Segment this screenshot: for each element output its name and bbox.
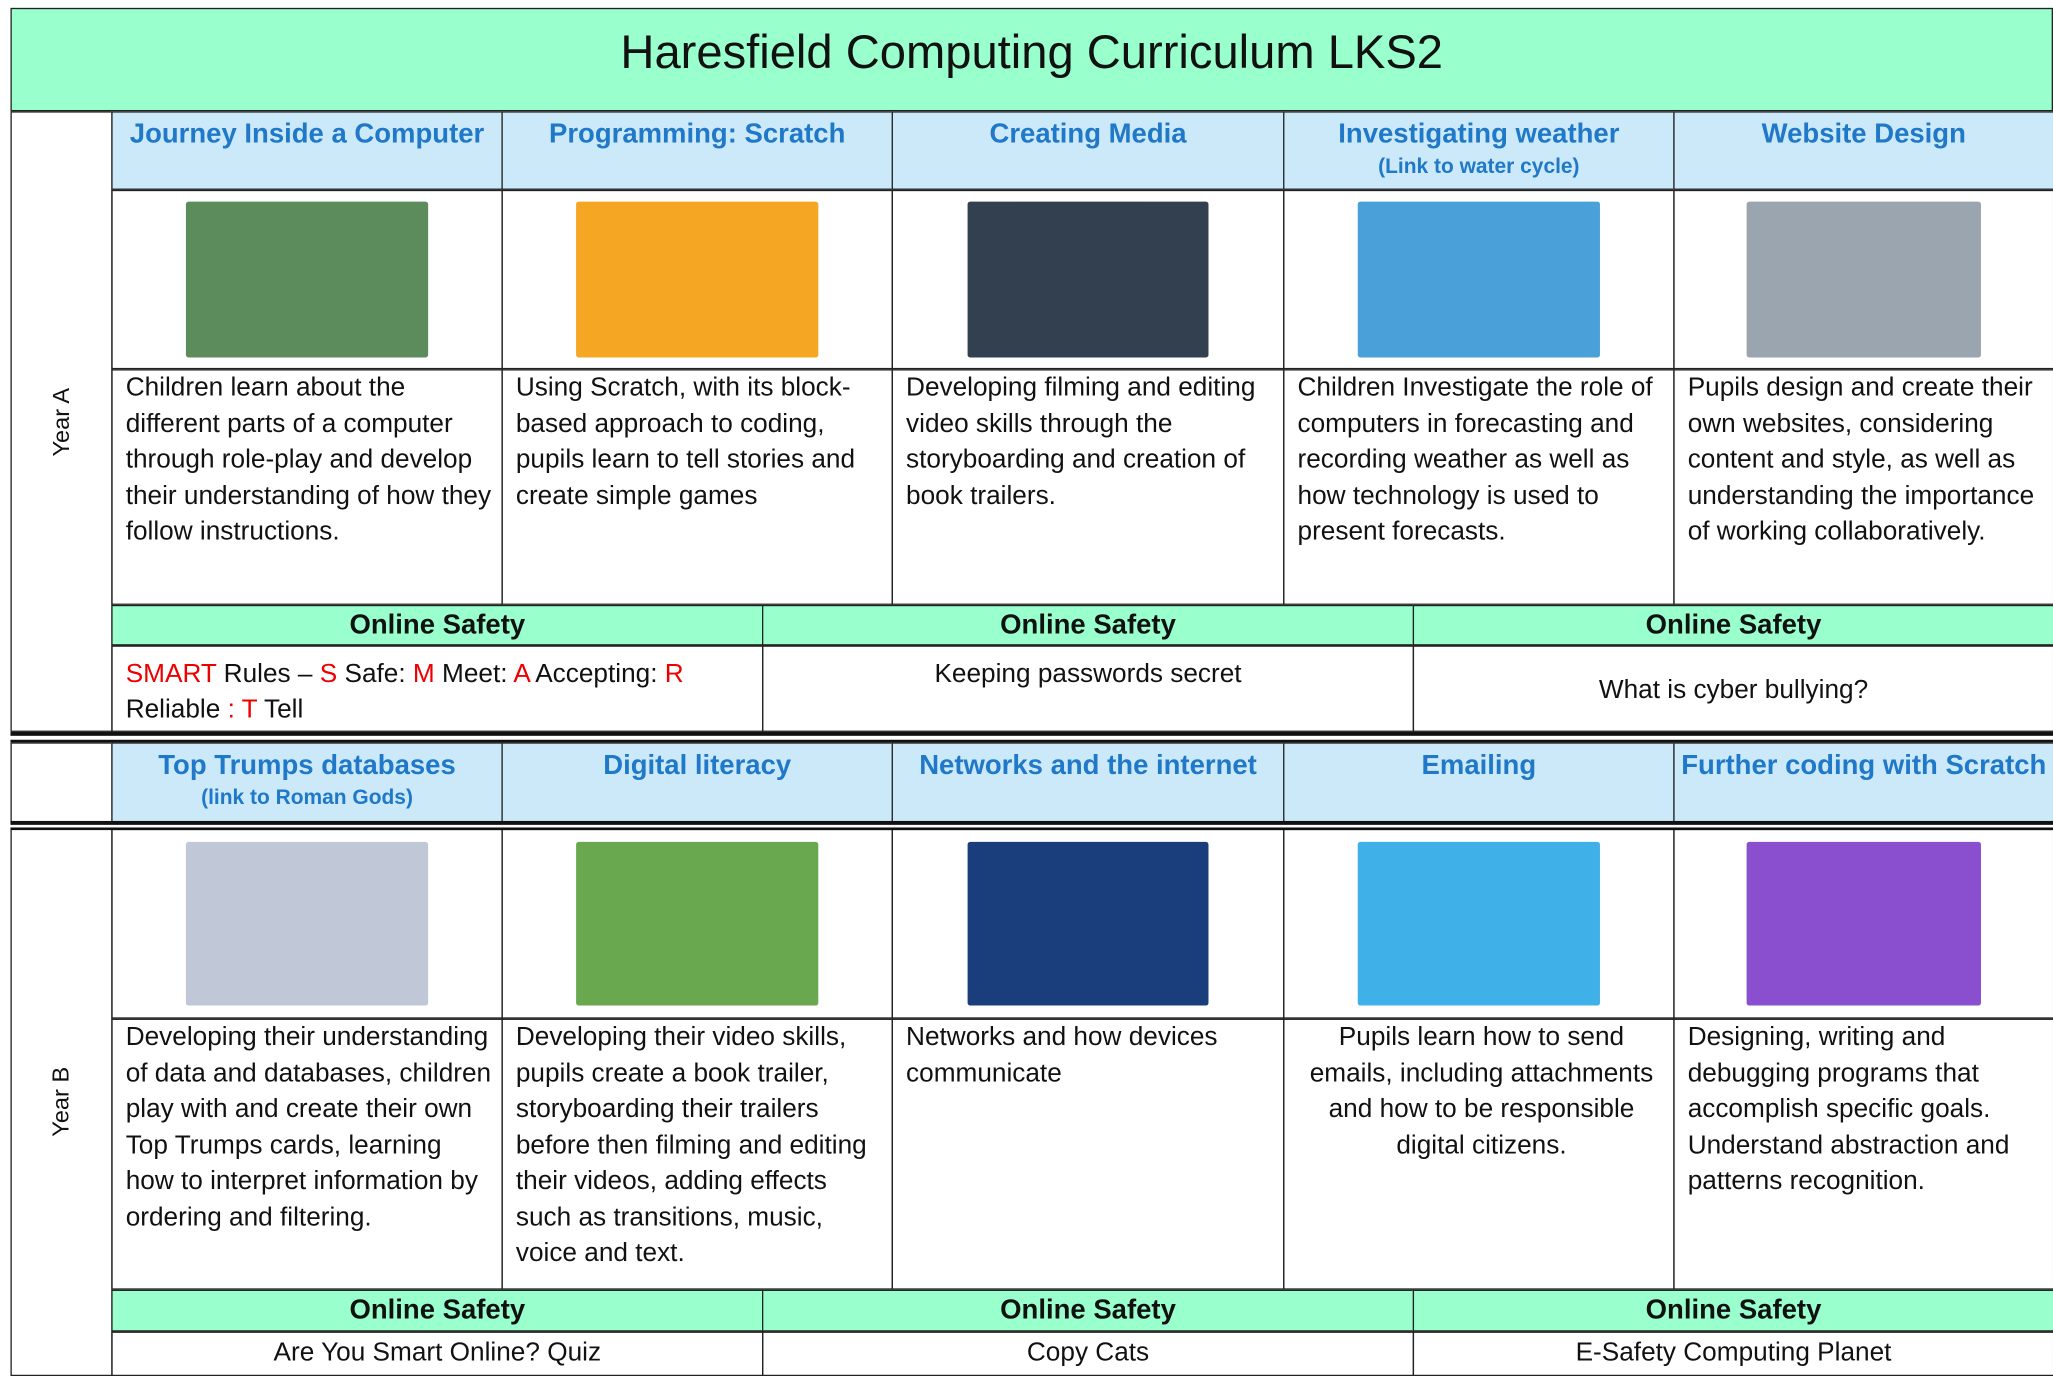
safety-text: Are You Smart Online? Quiz (273, 1338, 602, 1367)
topic-title: Investigating weather (1338, 119, 1620, 150)
topic-header: Investigating weather (Link to water cycl… (1283, 111, 1675, 190)
topic-image-cell (1673, 828, 2053, 1019)
topic-image (186, 201, 428, 358)
topic-description: Developing their video skills, pupils cr… (501, 1018, 893, 1290)
safety-text: Rules – (216, 659, 320, 689)
topic-description: Children learn about the different parts… (111, 369, 503, 605)
topic-image-cell (111, 828, 503, 1019)
online-safety-heading: Online Safety (111, 1289, 764, 1332)
topic-image (576, 841, 818, 1007)
online-safety-content: Keeping passwords secret (762, 645, 1415, 732)
topic-image (186, 841, 428, 1007)
topic-title: Creating Media (989, 119, 1187, 150)
online-safety-heading: Online Safety (762, 604, 1415, 646)
topic-description: Networks and how devices communicate (891, 1018, 1285, 1290)
topic-image (967, 841, 1209, 1007)
topic-title: Networks and the internet (919, 750, 1257, 781)
online-safety-heading: Online Safety (762, 1289, 1415, 1332)
topic-image-cell (501, 828, 893, 1019)
safety-text: A (513, 659, 530, 689)
divider (10, 731, 2053, 743)
topic-header: Journey Inside a Computer (111, 111, 503, 190)
topic-header: Top Trumps databases (link to Roman Gods) (111, 742, 503, 824)
topic-title: Top Trumps databases (158, 750, 456, 781)
online-safety-content: Are You Smart Online? Quiz (111, 1331, 764, 1376)
safety-text: Accepting: (529, 659, 665, 689)
year-label-cell (10, 742, 113, 824)
safety-text: Safe: (337, 659, 413, 689)
topic-description: Designing, writing and debugging program… (1673, 1018, 2053, 1290)
topic-description: Developing filming and editing video ski… (891, 369, 1285, 605)
topic-image (1358, 201, 1600, 358)
topic-title: Programming: Scratch (548, 119, 846, 150)
online-safety-content: Copy Cats (762, 1331, 1415, 1376)
topic-title: Website Design (1761, 119, 1966, 150)
safety-text: Reliable (125, 659, 691, 725)
safety-text: E-Safety Computing Planet (1575, 1338, 1892, 1367)
topic-image (967, 201, 1209, 358)
topic-description: Children Investigate the role of compute… (1283, 369, 1675, 605)
safety-text: : T (227, 695, 258, 725)
topic-header: Website Design (1673, 111, 2053, 190)
safety-text: What is cyber bullying? (1598, 675, 1869, 705)
online-safety-heading: Online Safety (1412, 1289, 2053, 1332)
title: Haresfield Computing Curriculum LKS2 (10, 7, 2053, 112)
topic-description: Pupils learn how to send emails, includi… (1283, 1018, 1675, 1290)
topic-header: Further coding with Scratch (1673, 742, 2053, 824)
year-label: Year A (47, 387, 74, 456)
topic-image-cell (111, 189, 503, 370)
topic-title: Journey Inside a Computer (129, 119, 485, 150)
safety-text: Copy Cats (1026, 1338, 1150, 1367)
safety-text: Keeping passwords secret (934, 659, 1242, 689)
topic-subtitle: (Link to water cycle) (1378, 155, 1580, 179)
topic-image (1358, 841, 1600, 1007)
topic-header: Creating Media (891, 111, 1285, 190)
topic-description: Developing their understanding of data a… (111, 1018, 503, 1290)
topic-header: Emailing (1283, 742, 1675, 824)
topic-image-cell (501, 189, 893, 370)
topic-image (1746, 841, 1982, 1007)
safety-text: Tell (257, 695, 304, 725)
topic-subtitle: (link to Roman Gods) (201, 786, 413, 810)
safety-text: R (664, 659, 684, 689)
topic-description: Using Scratch, with its block-based appr… (501, 369, 893, 605)
divider (10, 820, 2053, 831)
online-safety-heading: Online Safety (1412, 604, 2053, 646)
topic-title: Emailing (1421, 750, 1537, 781)
online-safety-content: What is cyber bullying? (1412, 645, 2053, 732)
year-label-cell: Year B (10, 828, 113, 1376)
topic-image (576, 201, 818, 358)
online-safety-heading: Online Safety (111, 604, 764, 646)
year-label: Year B (47, 1066, 74, 1137)
safety-text: S (319, 659, 338, 689)
topic-header: Digital literacy (501, 742, 893, 824)
topic-image-cell (891, 189, 1285, 370)
safety-text: Meet: (434, 659, 514, 689)
online-safety-content: E-Safety Computing Planet (1412, 1331, 2053, 1376)
topic-header: Programming: Scratch (501, 111, 893, 190)
safety-text: M (412, 659, 435, 689)
safety-text: SMART (125, 659, 217, 689)
topic-title: Further coding with Scratch (1681, 750, 2047, 781)
topic-header: Networks and the internet (891, 742, 1285, 824)
topic-image-cell (891, 828, 1285, 1019)
topic-description: Pupils design and create their own websi… (1673, 369, 2053, 605)
topic-image-cell (1673, 189, 2053, 370)
year-label-cell: Year A (10, 111, 113, 732)
topic-image (1746, 201, 1982, 358)
topic-image-cell (1283, 828, 1675, 1019)
topic-title: Digital literacy (603, 750, 792, 781)
topic-image-cell (1283, 189, 1675, 370)
online-safety-content: SMART Rules – S Safe: M Meet: A Acceptin… (111, 645, 764, 732)
